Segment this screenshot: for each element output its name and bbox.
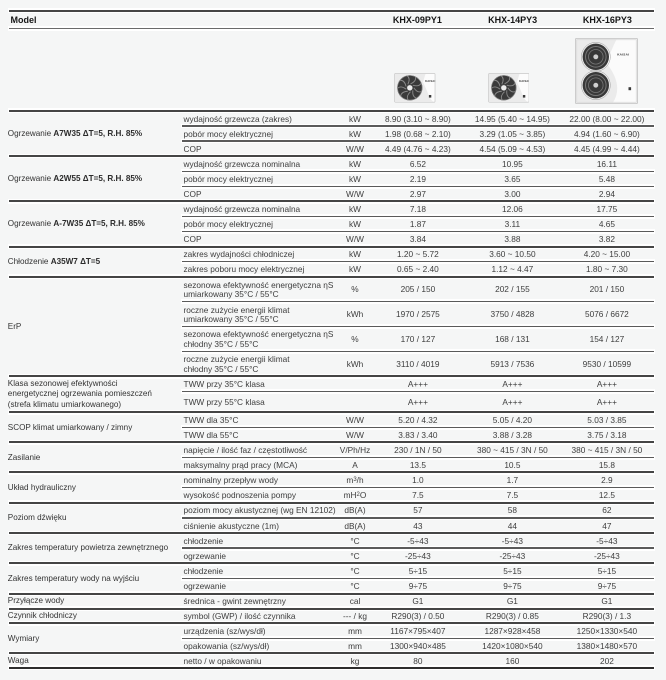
svg-text:KAISAI: KAISAI	[519, 79, 529, 83]
svg-text:KAISAI: KAISAI	[425, 79, 435, 83]
svg-text:KAISAI: KAISAI	[617, 52, 629, 56]
